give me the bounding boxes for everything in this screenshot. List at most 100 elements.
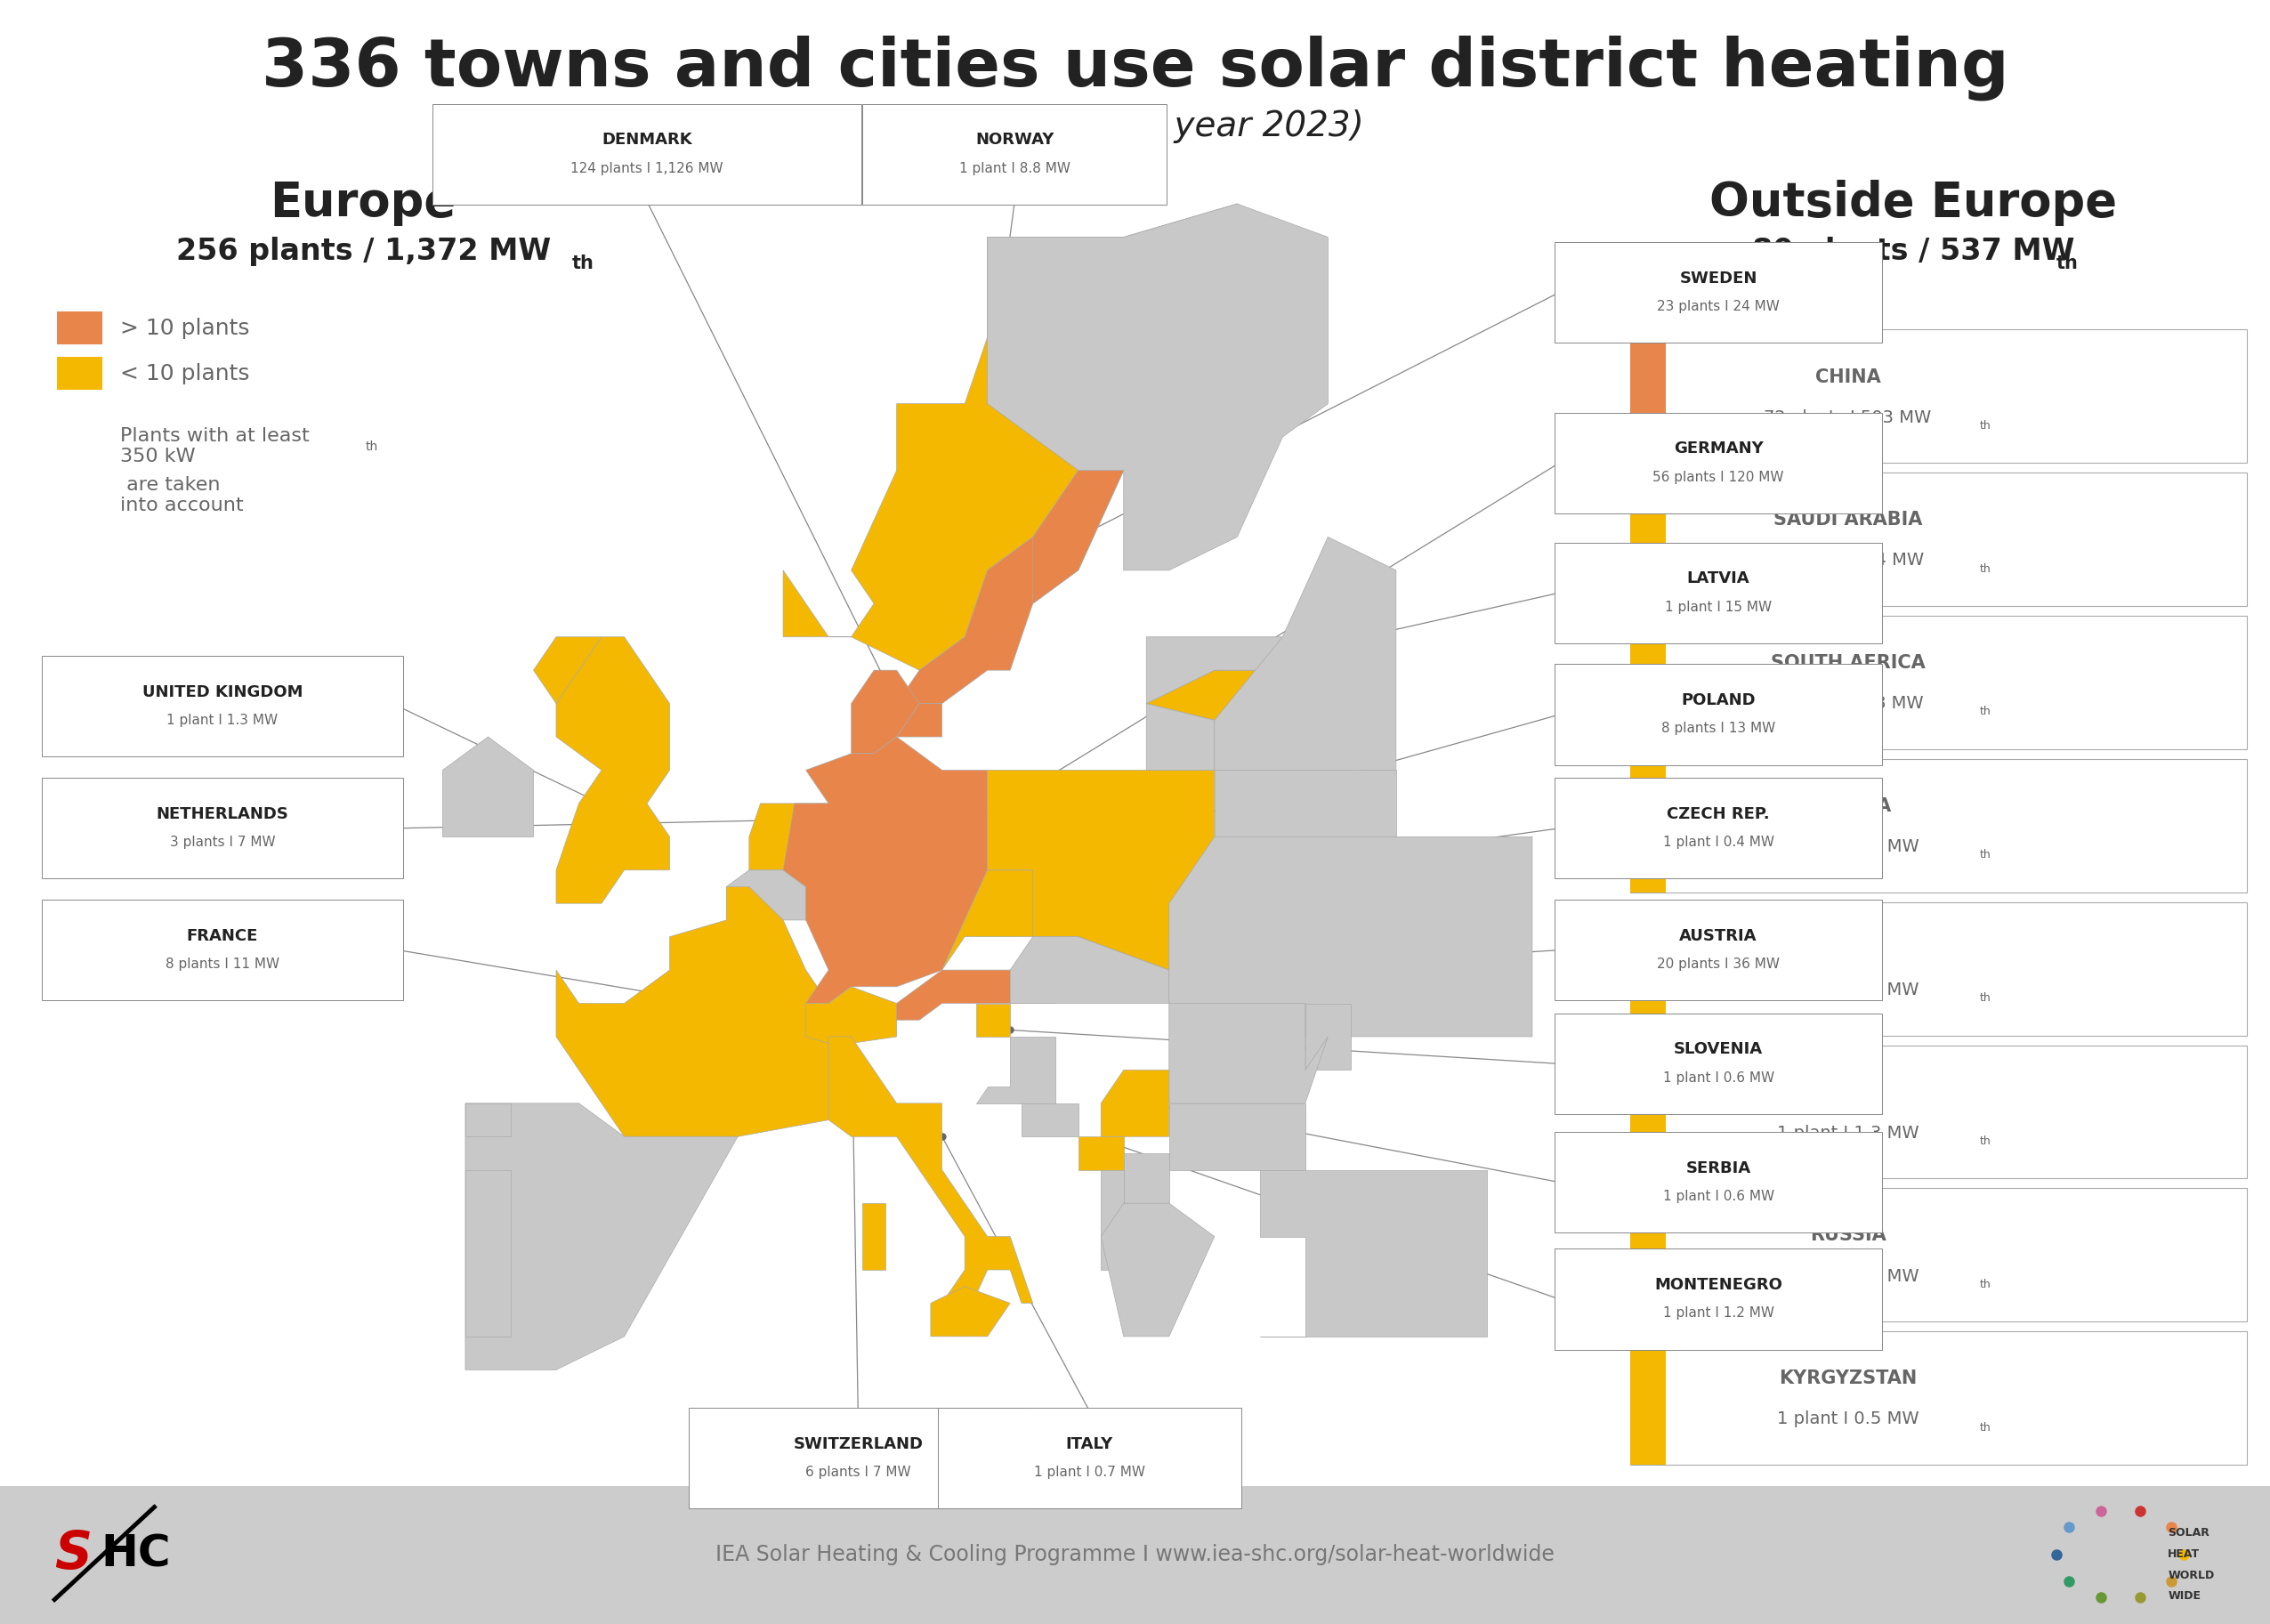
Bar (1630, 1332, 1666, 1465)
Bar (57, 357, 102, 390)
Text: 1 plant I 0.7 MW: 1 plant I 0.7 MW (1033, 1466, 1146, 1479)
Text: UNITED KINGDOM: UNITED KINGDOM (143, 684, 302, 700)
Bar (1630, 1189, 1666, 1322)
Text: th: th (1979, 1278, 1991, 1289)
Text: Plants with at least
350 kW: Plants with at least 350 kW (120, 427, 309, 466)
Polygon shape (556, 637, 670, 903)
Polygon shape (1214, 538, 1396, 770)
Text: CZECH REP.: CZECH REP. (1666, 806, 1771, 822)
Text: 56 plants I 120 MW: 56 plants I 120 MW (1653, 471, 1784, 484)
Text: 8 plants I 13 MW: 8 plants I 13 MW (1662, 723, 1775, 736)
Bar (1630, 1332, 2247, 1465)
Text: 3 plants I 7 MW: 3 plants I 7 MW (170, 836, 275, 849)
Text: HEAT: HEAT (2168, 1548, 2200, 1561)
Bar (1630, 473, 2247, 606)
Polygon shape (863, 1203, 885, 1270)
Text: 23 plants I 24 MW: 23 plants I 24 MW (1657, 300, 1780, 313)
Polygon shape (897, 970, 1056, 1020)
Bar (1630, 903, 2247, 1036)
Text: 1 plant I 15 MW: 1 plant I 15 MW (1664, 601, 1773, 614)
Text: 1 plant I 0.4 MW: 1 plant I 0.4 MW (1662, 836, 1775, 849)
Polygon shape (783, 737, 987, 1004)
Polygon shape (976, 1036, 1056, 1103)
Text: th: th (365, 440, 379, 453)
Text: th: th (1979, 421, 1991, 432)
Polygon shape (942, 870, 1078, 970)
Text: < 10 plants: < 10 plants (120, 362, 250, 385)
Polygon shape (1169, 1004, 1328, 1103)
Polygon shape (1169, 836, 1532, 1036)
Text: 20 plants I 36 MW: 20 plants I 36 MW (1657, 958, 1780, 971)
Text: SERBIA: SERBIA (1687, 1160, 1750, 1176)
Text: Europe: Europe (270, 180, 456, 226)
Text: th: th (572, 255, 595, 271)
Text: SAUDI ARABIA: SAUDI ARABIA (1773, 512, 1923, 529)
Bar (1630, 903, 1666, 1036)
Bar (57, 312, 102, 344)
Text: SWEDEN: SWEDEN (1680, 270, 1757, 286)
Text: th: th (1979, 706, 1991, 718)
Text: FRANCE: FRANCE (186, 927, 259, 944)
Polygon shape (851, 671, 919, 754)
Text: 336 towns and cities use solar district heating: 336 towns and cities use solar district … (261, 36, 2009, 101)
Text: KYRGYZSTAN: KYRGYZSTAN (1780, 1369, 1916, 1387)
Polygon shape (897, 471, 1124, 703)
Text: 2 plants I 0.8 MW: 2 plants I 0.8 MW (1773, 695, 1923, 713)
Text: 256 plants / 1,372 MW: 256 plants / 1,372 MW (175, 237, 552, 266)
Text: 1 plant I 0.6 MW: 1 plant I 0.6 MW (1662, 1072, 1775, 1085)
Polygon shape (1214, 770, 1396, 836)
Text: S: S (54, 1528, 91, 1580)
Bar (1630, 330, 1666, 463)
Text: 1 plant I 1.3 MW: 1 plant I 1.3 MW (166, 715, 279, 728)
Bar (1630, 1046, 2247, 1179)
Text: 72 plants I 503 MW: 72 plants I 503 MW (1764, 409, 1932, 425)
Polygon shape (987, 770, 1214, 970)
Text: CANADA: CANADA (1805, 797, 1891, 815)
Text: th: th (1979, 992, 1991, 1004)
Polygon shape (987, 205, 1328, 570)
Polygon shape (829, 1036, 1033, 1320)
Text: DENMARK: DENMARK (602, 132, 692, 148)
Polygon shape (465, 1169, 511, 1337)
Polygon shape (1033, 870, 1169, 970)
Text: LATVIA: LATVIA (1687, 570, 1750, 586)
Text: th: th (1979, 564, 1991, 575)
Bar (1630, 758, 2247, 893)
Polygon shape (749, 804, 829, 870)
Polygon shape (726, 870, 806, 921)
Text: th: th (1979, 849, 1991, 861)
Polygon shape (1146, 637, 1283, 703)
Text: RUSSIA: RUSSIA (1809, 1226, 1886, 1244)
Text: HC: HC (102, 1533, 170, 1575)
Polygon shape (931, 1286, 1010, 1337)
Text: 1 plant I 0.6 MW: 1 plant I 0.6 MW (1662, 1190, 1775, 1203)
Text: (Status: End of year 2023): (Status: End of year 2023) (906, 110, 1364, 143)
Polygon shape (897, 703, 942, 737)
Bar (1630, 330, 2247, 463)
Polygon shape (1146, 703, 1214, 770)
Text: 80 plants / 537 MW: 80 plants / 537 MW (1752, 237, 2075, 266)
Polygon shape (1146, 671, 1305, 719)
Text: 1 plant I 1.5 MW: 1 plant I 1.5 MW (1777, 838, 1918, 856)
Text: NETHERLANDS: NETHERLANDS (157, 806, 288, 822)
Text: th: th (1979, 1421, 1991, 1432)
Polygon shape (443, 737, 533, 836)
Text: CHINA: CHINA (1816, 369, 1880, 387)
Bar (1630, 615, 2247, 749)
Polygon shape (1124, 1153, 1169, 1203)
Text: WORLD: WORLD (2168, 1569, 2213, 1582)
Text: 1 plant I 1.3 MW: 1 plant I 1.3 MW (1777, 1124, 1918, 1142)
Text: 6 plants I 7 MW: 6 plants I 7 MW (806, 1466, 910, 1479)
Polygon shape (465, 1103, 511, 1137)
Text: MONTENEGRO: MONTENEGRO (1655, 1276, 1782, 1293)
Text: JAPAN: JAPAN (1816, 940, 1880, 958)
Polygon shape (976, 1004, 1010, 1036)
Text: 1 plant I 1.2 MW: 1 plant I 1.2 MW (1662, 1307, 1775, 1320)
Polygon shape (1101, 1203, 1214, 1337)
Text: IEA Solar Heating & Cooling Programme I www.iea-shc.org/solar-heat-worldwide: IEA Solar Heating & Cooling Programme I … (715, 1543, 1555, 1566)
Text: are taken
into account: are taken into account (120, 476, 243, 515)
Text: SWITZERLAND: SWITZERLAND (792, 1436, 924, 1452)
Text: th: th (1979, 1135, 1991, 1147)
Text: > 10 plants: > 10 plants (120, 317, 250, 339)
Bar (1630, 758, 1666, 893)
